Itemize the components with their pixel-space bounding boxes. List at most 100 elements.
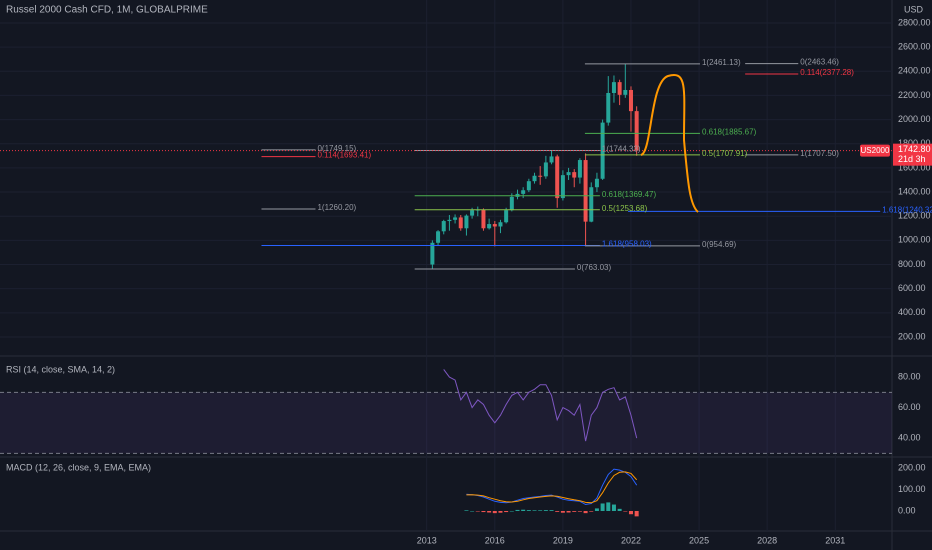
macd-histogram-bar [549, 510, 554, 511]
y-tick-label: 40.00 [898, 432, 921, 442]
candle-body [498, 222, 503, 227]
candle-body [549, 156, 554, 163]
y-tick-label: 1400.00 [898, 186, 931, 196]
macd-histogram-bar [617, 508, 622, 511]
candle-body [436, 231, 441, 243]
candle-body [441, 221, 446, 232]
candle-body [572, 172, 577, 178]
candle-body [430, 242, 435, 265]
symbol-tag [860, 144, 890, 157]
rsi-title: RSI (14, close, SMA, 14, 2) [6, 364, 115, 374]
macd-histogram-bar [583, 510, 588, 514]
x-tick-label: 2025 [689, 535, 709, 545]
macd-histogram-bar [600, 503, 605, 511]
x-tick-label: 2022 [621, 535, 641, 545]
macd-histogram-bar [566, 510, 571, 513]
macd-histogram-bar [589, 510, 594, 512]
macd-title: MACD (12, 26, close, 9, EMA, EMA) [6, 462, 151, 472]
candle-body [464, 215, 469, 229]
y-tick-label: 60.00 [898, 402, 921, 412]
candle-body [555, 156, 560, 199]
macd-histogram-bar [515, 509, 520, 511]
fib-label: 1(1707.50) [800, 149, 839, 158]
symbol-title: Russel 2000 Cash CFD, 1M, GLOBALPRIME [6, 5, 208, 16]
indicator-line [466, 471, 638, 504]
macd-histogram-bar [532, 510, 537, 511]
candle-body [543, 162, 548, 177]
x-tick-label: 2016 [485, 535, 505, 545]
y-tick-label: 2000.00 [898, 114, 931, 124]
macd-histogram-bar [521, 509, 526, 511]
macd-histogram-bar [504, 510, 509, 513]
fib-label: 0.5(1707.91) [702, 149, 748, 158]
y-tick-label: 200.00 [898, 331, 926, 341]
candle-body [458, 217, 463, 229]
countdown-label: 21d 3h [898, 154, 926, 164]
x-tick-label: 2031 [825, 535, 845, 545]
candle-body [453, 217, 458, 220]
macd-histogram-bar [611, 504, 616, 511]
macd-histogram-bar [481, 510, 486, 513]
fib-label: 1.618(958.03) [602, 240, 652, 249]
fib-label: 0(2463.46) [800, 58, 839, 67]
macd-histogram-bar [628, 510, 633, 515]
fib-label: 0(1749.15) [317, 144, 356, 153]
macd-histogram-bar [475, 510, 480, 512]
candle-body [600, 122, 605, 179]
macd-histogram-bar [526, 510, 531, 511]
macd-histogram-bar [487, 510, 492, 513]
y-tick-label: 1600.00 [898, 162, 931, 172]
fib-label: 0.618(1369.47) [602, 190, 657, 199]
candle-body [487, 224, 492, 229]
macd-histogram-bar [498, 510, 503, 513]
candle-body [623, 89, 628, 95]
fib-label: 1(2461.13) [702, 58, 741, 67]
fib-label: 0.5(1253.68) [602, 204, 648, 213]
candle-body [566, 172, 571, 176]
grid [0, 0, 892, 531]
fib-label: 0(954.69) [702, 240, 737, 249]
candle-body [521, 190, 526, 194]
macd-histogram-bar [577, 510, 582, 512]
macd-histogram-bar [492, 510, 497, 514]
y-tick-label: 100.00 [898, 484, 926, 494]
macd-histogram-bar [555, 510, 560, 512]
candle-body [509, 196, 514, 211]
macd-histogram-bar [543, 510, 548, 511]
fib-label: 1.618(1240.32) [882, 205, 932, 214]
y-tick-label: 2200.00 [898, 90, 931, 100]
macd-histogram-bar [509, 510, 514, 512]
macd-histogram-bar [606, 502, 611, 511]
candle-body [634, 111, 639, 151]
candle-body [594, 178, 599, 188]
macd-histogram-bar [470, 510, 475, 512]
fib-label: 0.114(1693.41) [317, 151, 371, 160]
fib-label: 0.114(2377.28) [800, 68, 854, 77]
y-tick-label: 200.00 [898, 462, 926, 472]
fib-label: 1(1260.20) [317, 203, 356, 212]
candle-body [577, 160, 582, 178]
marks [0, 63, 892, 517]
y-tick-label: 800.00 [898, 259, 926, 269]
y-tick-label: 1000.00 [898, 235, 931, 245]
currency: USD [904, 4, 924, 14]
candle-body [492, 224, 497, 227]
price-tag [893, 143, 932, 166]
y-tick-label: 400.00 [898, 307, 926, 317]
x-tick-label: 2019 [553, 535, 573, 545]
y-tick-label: 2800.00 [898, 17, 931, 27]
macd-histogram-bar [634, 510, 639, 517]
fib-label: 1(1744.33) [602, 145, 641, 154]
candle-body [583, 160, 588, 222]
candle-body [628, 89, 633, 112]
candle-body [617, 82, 622, 95]
macd-histogram-bar [623, 510, 628, 512]
x-tick-label: 2013 [417, 535, 437, 545]
candle-body [560, 175, 565, 199]
candle-body [447, 219, 452, 222]
y-tick-label: 80.00 [898, 371, 921, 381]
candle-body [504, 210, 509, 223]
indicator-line [466, 468, 638, 506]
